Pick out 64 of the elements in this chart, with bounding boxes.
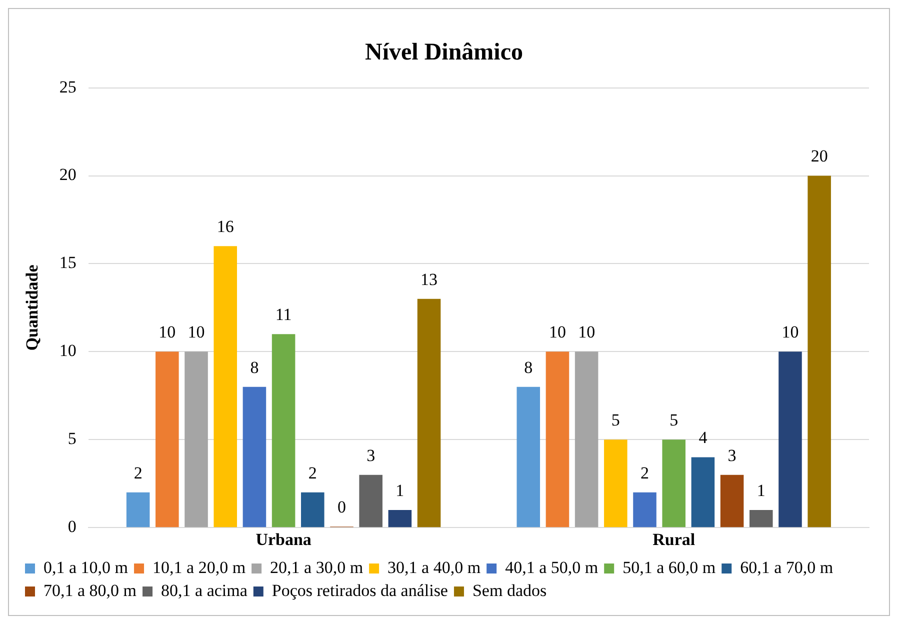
bar [272, 334, 296, 528]
data-label: 8 [250, 358, 259, 377]
bar [516, 386, 540, 528]
legend-label: 10,1 a 20,0 m [152, 558, 246, 577]
y-tick-label: 0 [68, 517, 76, 536]
data-label: 2 [308, 463, 317, 482]
y-tick-label: 5 [68, 429, 76, 448]
y-tick-label: 15 [59, 253, 76, 272]
legend-label: 30,1 a 40,0 m [388, 558, 481, 577]
bar [778, 352, 802, 528]
bar [388, 510, 412, 528]
bar [574, 352, 598, 528]
legend-label: 70,1 a 80,0 m [44, 580, 137, 600]
data-label: 0 [337, 498, 346, 517]
bar [184, 352, 208, 528]
data-label: 16 [216, 217, 234, 236]
data-label: 5 [611, 410, 620, 430]
data-label: 20 [810, 146, 828, 166]
data-label: 10 [548, 322, 566, 342]
legend-label: 60,1 a 70,0 m [740, 558, 834, 577]
data-label: 2 [640, 463, 650, 482]
bar [546, 352, 570, 528]
data-label: 10 [158, 322, 176, 342]
bar [604, 440, 628, 528]
data-label: 5 [670, 410, 678, 430]
y-tick-label: 25 [59, 77, 76, 96]
y-tick-label: 20 [59, 165, 76, 184]
y-tick-label: 10 [59, 341, 76, 360]
data-label: 4 [698, 428, 708, 448]
data-label: 10 [578, 322, 596, 342]
data-label: 2 [134, 463, 142, 482]
bar [633, 492, 656, 528]
bar [417, 298, 441, 528]
bar [691, 457, 715, 528]
data-label: 11 [275, 305, 292, 324]
chart-title: Nível Dinâmico [365, 40, 523, 66]
data-label: 10 [782, 322, 799, 342]
x-tick-label: Rural [652, 530, 696, 550]
legend-label: Sem dados [472, 580, 547, 600]
bar [156, 352, 179, 528]
bar [749, 510, 773, 528]
data-label: 1 [396, 480, 404, 500]
bar [359, 474, 382, 528]
data-label: 3 [366, 446, 376, 465]
bar [242, 386, 266, 528]
bar [301, 492, 324, 528]
bar [662, 440, 686, 528]
bar [214, 246, 237, 528]
legend-label: 80,1 a acima [161, 580, 248, 600]
data-label: 8 [524, 358, 533, 377]
legend-label: 0,1 a 10,0 m [44, 558, 128, 577]
legend-label: 50,1 a 60,0 m [622, 558, 716, 577]
legend-label: Poços retirados da análise [272, 580, 448, 600]
bar [808, 176, 831, 528]
data-label: 1 [756, 480, 766, 500]
data-label: 3 [728, 446, 736, 465]
bar [126, 492, 150, 528]
data-label: 13 [420, 270, 438, 289]
legend-label: 40,1 a 50,0 m [505, 558, 598, 577]
bar [720, 474, 744, 528]
data-label: 10 [188, 322, 205, 342]
y-axis-title: Quantidade [22, 264, 42, 351]
x-tick-label: Urbana [256, 530, 312, 550]
legend-label: 20,1 a 30,0 m [270, 558, 364, 577]
